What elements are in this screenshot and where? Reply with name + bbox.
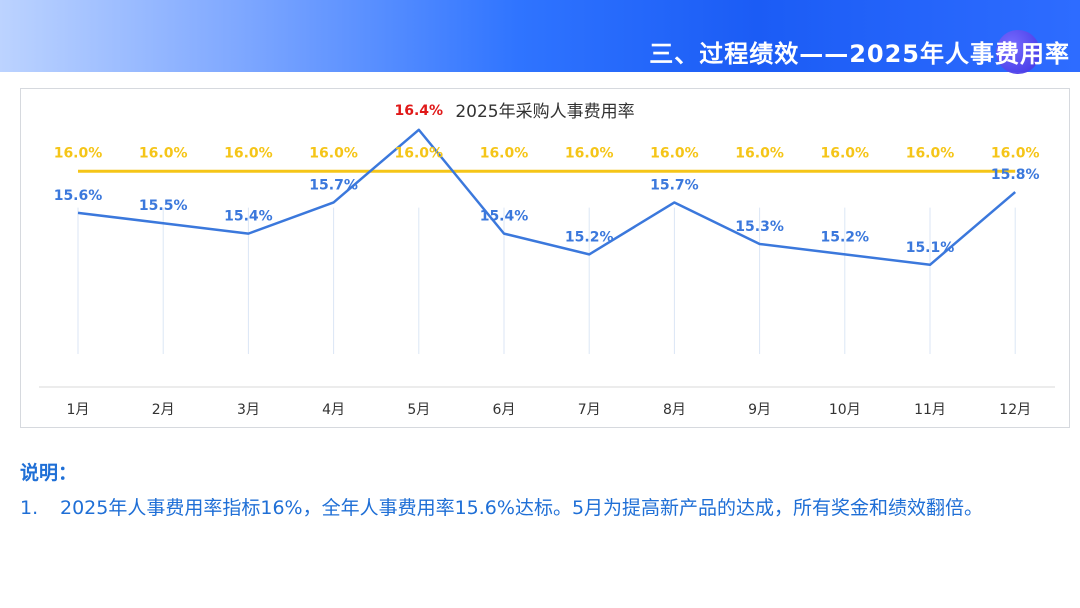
- decorative-circle-icon: [996, 30, 1040, 74]
- target-data-label: 16.0%: [139, 145, 188, 161]
- target-data-label: 16.0%: [54, 145, 103, 161]
- x-tick-label: 1月: [67, 402, 90, 418]
- notes-item-text: 2025年人事费用率指标16%，全年人事费用率15.6%达标。5月为提高新产品的…: [60, 497, 984, 519]
- actual-data-label: 15.8%: [991, 167, 1040, 183]
- x-tick-label: 12月: [999, 402, 1031, 418]
- actual-data-label: 15.4%: [224, 209, 273, 225]
- x-tick-label: 10月: [829, 402, 861, 418]
- target-data-label: 16.0%: [991, 145, 1040, 161]
- target-data-label: 16.0%: [735, 145, 784, 161]
- x-tick-label: 8月: [663, 402, 686, 418]
- actual-data-label: 15.1%: [906, 240, 955, 256]
- target-data-label: 16.0%: [224, 145, 273, 161]
- x-tick-label: 5月: [407, 402, 430, 418]
- x-tick-label: 11月: [914, 402, 946, 418]
- peak-data-label: 16.4%: [395, 103, 444, 119]
- x-tick-label: 6月: [493, 402, 516, 418]
- target-data-label: 16.0%: [906, 145, 955, 161]
- actual-data-label: 15.2%: [821, 229, 870, 245]
- target-data-label: 16.0%: [650, 145, 699, 161]
- line-chart: 1月 2月 3月 4月 5月 6月 7月 8月 9月 10月 11月 12月 16.0% 16.0% 16.…: [39, 103, 1055, 418]
- target-data-label: 16.0%: [395, 145, 444, 161]
- actual-data-label: 15.2%: [565, 229, 614, 245]
- x-tick-label: 7月: [578, 402, 601, 418]
- target-data-label: 16.0%: [309, 145, 358, 161]
- x-tick-label: 2月: [152, 402, 175, 418]
- header-banner: 三、过程绩效——2025年人事费用率: [0, 0, 1080, 74]
- x-tick-label: 3月: [237, 402, 260, 418]
- chart-container: 2025年采购人事费用率 1月 2月 3月 4月 5月 6月 7月 8月 9月 10月 11月 12月…: [20, 88, 1070, 428]
- actual-data-label: 15.3%: [735, 219, 784, 235]
- target-data-label: 16.0%: [821, 145, 870, 161]
- actual-data-label: 15.5%: [139, 198, 188, 214]
- actual-data-label: 15.7%: [650, 177, 699, 193]
- target-data-label: 16.0%: [565, 145, 614, 161]
- notes-heading: 说明：: [20, 462, 78, 484]
- actual-data-label: 15.4%: [480, 209, 529, 225]
- notes-item-number: 1.: [20, 497, 39, 519]
- page-title: 三、过程绩效——2025年人事费用率: [649, 40, 1070, 68]
- x-tick-label: 9月: [748, 402, 771, 418]
- target-data-label: 16.0%: [480, 145, 529, 161]
- notes-item: 1. 2025年人事费用率指标16%，全年人事费用率15.6%达标。5月为提高新…: [20, 493, 1060, 523]
- actual-series-line: [77, 128, 1017, 267]
- actual-data-label: 15.7%: [309, 177, 358, 193]
- chart-title: 2025年采购人事费用率: [455, 102, 635, 122]
- actual-data-label: 15.6%: [54, 188, 103, 204]
- x-tick-label: 4月: [322, 402, 345, 418]
- notes-section: 说明： 1. 2025年人事费用率指标16%，全年人事费用率15.6%达标。5月…: [20, 458, 1060, 523]
